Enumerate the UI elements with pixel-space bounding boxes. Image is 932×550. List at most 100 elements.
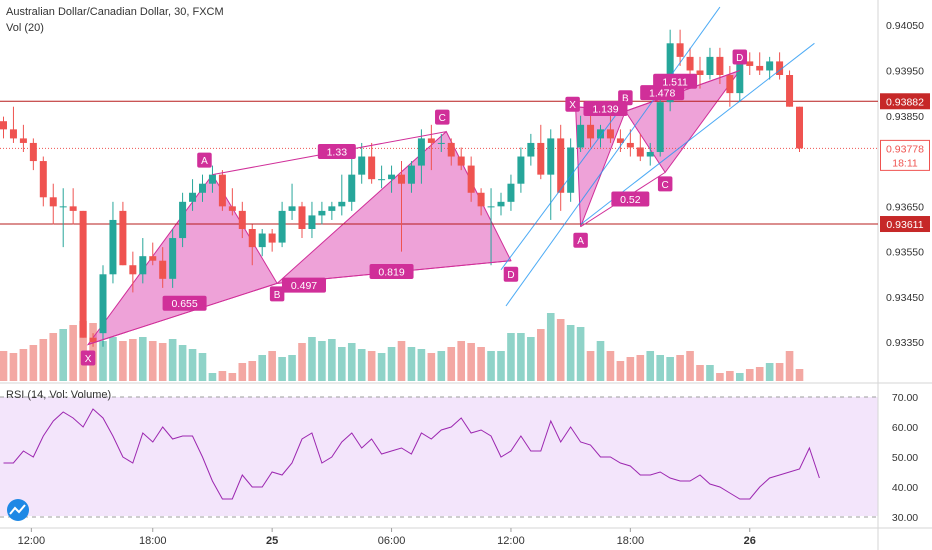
time-tick-label: 25: [266, 535, 278, 547]
volume-bar: [49, 333, 58, 381]
volume-bar: [148, 341, 157, 381]
candle: [109, 201, 117, 284]
candle: [577, 115, 585, 152]
svg-text:C: C: [439, 113, 446, 124]
ratio-label: 0.655: [162, 295, 207, 311]
candle: [218, 170, 226, 211]
volume-bar: [457, 341, 465, 381]
volume-bar: [19, 349, 28, 381]
tradingview-logo[interactable]: [7, 499, 29, 521]
svg-text:1.139: 1.139: [592, 103, 618, 115]
volume-bar: [546, 313, 555, 381]
candle: [248, 224, 256, 266]
volume-bar: [218, 371, 227, 381]
svg-text:X: X: [569, 100, 576, 111]
svg-text:X: X: [85, 354, 92, 365]
volume-bar: [238, 363, 247, 381]
candle: [179, 192, 187, 248]
volume-bar: [427, 353, 436, 381]
volume-bar: [347, 343, 356, 381]
candle: [159, 247, 167, 288]
volume-bar: [775, 363, 784, 381]
rsi-line: [3, 408, 820, 500]
ratio-label: 0.819: [369, 264, 414, 280]
volume-bar: [178, 345, 187, 381]
svg-text:0.93611: 0.93611: [886, 219, 923, 231]
volume-bar: [666, 357, 674, 381]
candle: [457, 147, 465, 171]
svg-text:0.52: 0.52: [620, 194, 641, 206]
volume-bar: [646, 351, 655, 381]
volume-label: Vol (20): [6, 22, 44, 34]
volume-bar: [785, 351, 794, 381]
price-tick-label: 0.93550: [886, 247, 924, 259]
svg-text:0.93882: 0.93882: [886, 96, 924, 108]
candle: [467, 156, 475, 202]
candle: [189, 179, 197, 211]
price-tick-label: 0.94050: [886, 20, 924, 32]
volume-bar: [109, 337, 117, 381]
candle: [19, 124, 27, 152]
volume-bar: [437, 351, 446, 381]
candle: [318, 201, 326, 225]
volume-bar: [0, 351, 8, 381]
candle: [696, 56, 704, 89]
candle: [378, 165, 386, 189]
volume-bar: [29, 345, 38, 381]
candle: [497, 192, 505, 216]
candle: [447, 138, 455, 166]
volume-bar: [198, 353, 207, 381]
svg-text:D: D: [507, 270, 514, 281]
candle: [258, 229, 266, 257]
candle: [567, 138, 575, 202]
candle: [358, 142, 366, 184]
rsi-tick-label: 30.00: [892, 512, 918, 524]
time-tick-label: 26: [744, 535, 756, 547]
price-marker: 0.93778 18:11: [880, 139, 930, 171]
pattern-point-label: X: [80, 350, 96, 366]
price-tick-label: 0.93650: [886, 201, 924, 213]
volume-bar: [556, 319, 565, 381]
candle: [616, 129, 624, 152]
candle: [756, 52, 764, 75]
svg-text:B: B: [274, 290, 281, 301]
pattern-labels: X A B C D X A B C D 0.655 1.33 0.497 0.819 1.139 1.478 0…: [80, 49, 748, 366]
candle: [89, 333, 97, 347]
svg-text:1.511: 1.511: [662, 76, 688, 88]
volume-bar: [656, 355, 664, 381]
volume-bar: [606, 351, 615, 381]
volume-bar: [9, 353, 18, 381]
volume-bar: [417, 349, 426, 381]
volume-bar: [616, 361, 625, 381]
candle: [517, 147, 525, 193]
volume-bar: [477, 347, 485, 381]
svg-text:0.93778: 0.93778: [886, 143, 924, 155]
volume-bar: [129, 339, 137, 381]
volume-bar: [487, 351, 495, 381]
volume-bar: [566, 325, 575, 381]
svg-text:1.33: 1.33: [327, 147, 348, 159]
svg-text:A: A: [201, 156, 208, 167]
rsi-tick-label: 60.00: [892, 422, 918, 434]
svg-text:0.819: 0.819: [378, 267, 404, 279]
volume-bar: [338, 347, 346, 381]
candle: [0, 116, 7, 139]
candle: [9, 106, 17, 143]
candle: [49, 183, 57, 225]
volume-bar: [357, 349, 366, 381]
volume-bar: [119, 341, 127, 381]
candle: [398, 161, 405, 252]
volume-bar: [596, 341, 605, 381]
candle: [746, 52, 754, 75]
volume-bar: [208, 373, 217, 381]
volume-bar: [696, 365, 704, 381]
rsi-tick-label: 50.00: [892, 452, 918, 464]
candle: [238, 201, 246, 239]
candle: [706, 47, 714, 80]
ratio-label: 1.511: [653, 73, 698, 89]
time-tick-label: 06:00: [378, 535, 406, 547]
axes: 0.940500.939500.938500.937500.936500.935…: [18, 20, 930, 547]
volume-bar: [636, 355, 645, 381]
time-tick-label: 18:00: [139, 535, 167, 547]
